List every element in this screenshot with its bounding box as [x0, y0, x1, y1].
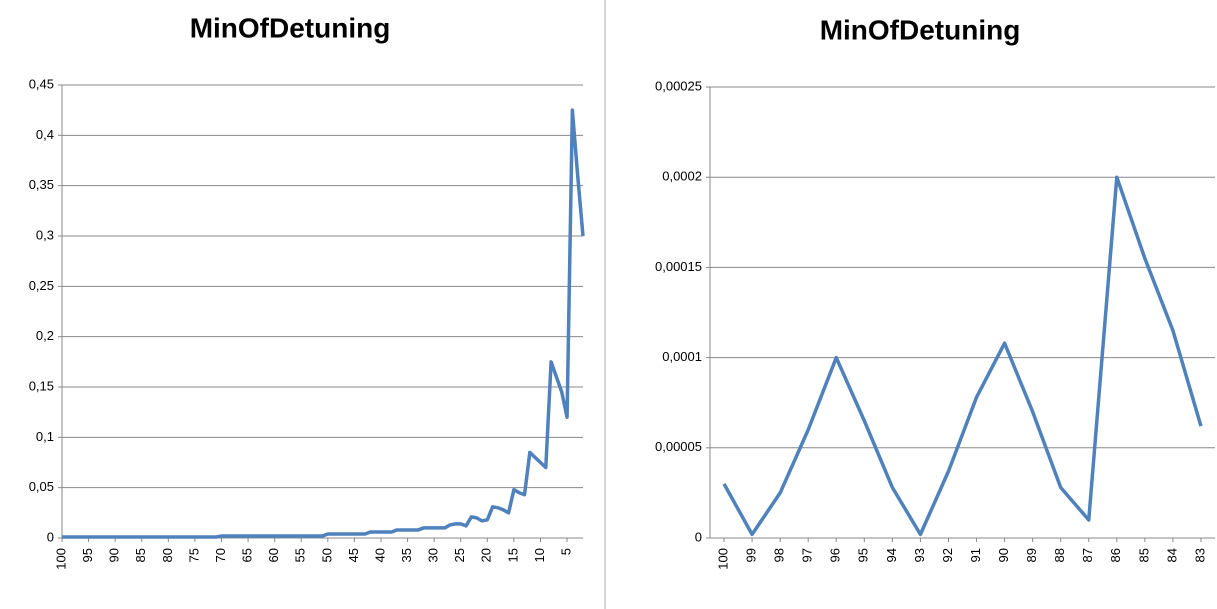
- x-tick-label: 85: [133, 548, 148, 562]
- x-tick-label: 45: [346, 548, 361, 562]
- y-tick-label: 0,05: [29, 479, 54, 494]
- x-tick-label: 94: [884, 548, 899, 562]
- x-tick-label: 95: [856, 548, 871, 562]
- x-tick-label: 40: [372, 548, 387, 562]
- y-tick-label: 0,1: [36, 429, 54, 444]
- x-tick-label: 25: [452, 548, 467, 562]
- x-tick-label: 90: [996, 548, 1011, 562]
- y-tick-label: 0,2: [36, 328, 54, 343]
- y-tick-label: 0: [695, 529, 702, 544]
- x-tick-label: 97: [800, 548, 815, 562]
- x-tick-label: 93: [912, 548, 927, 562]
- x-tick-label: 75: [186, 548, 201, 562]
- x-tick-label: 92: [940, 548, 955, 562]
- y-tick-label: 0,4: [36, 127, 54, 142]
- x-tick-label: 100: [715, 548, 730, 570]
- x-tick-label: 50: [319, 548, 334, 562]
- y-tick-label: 0: [47, 529, 54, 544]
- x-tick-label: 10: [532, 548, 547, 562]
- x-tick-label: 95: [80, 548, 95, 562]
- x-tick-label: 35: [399, 548, 414, 562]
- y-tick-label: 0,45: [29, 76, 54, 91]
- chart-title: MinOfDetuning: [820, 14, 1021, 45]
- x-tick-label: 86: [1108, 548, 1123, 562]
- x-tick-label: 98: [772, 548, 787, 562]
- data-line: [722, 175, 1203, 537]
- x-tick-label: 65: [240, 548, 255, 562]
- x-tick-label: 100: [53, 548, 68, 570]
- x-tick-label: 70: [213, 548, 228, 562]
- x-tick-label: 88: [1052, 548, 1067, 562]
- x-tick-label: 5: [558, 548, 573, 555]
- x-tick-label: 91: [968, 548, 983, 562]
- x-tick-label: 99: [744, 548, 759, 562]
- data-line: [62, 108, 585, 539]
- x-tick-label: 30: [426, 548, 441, 562]
- y-tick-label: 0,0001: [662, 349, 702, 364]
- x-tick-label: 89: [1024, 548, 1039, 562]
- x-tick-label: 96: [828, 548, 843, 562]
- y-tick-label: 0,15: [29, 378, 54, 393]
- x-tick-label: 90: [107, 548, 122, 562]
- x-tick-label: 20: [479, 548, 494, 562]
- x-tick-label: 15: [505, 548, 520, 562]
- x-tick-label: 87: [1080, 548, 1095, 562]
- chart-title: MinOfDetuning: [190, 12, 391, 43]
- x-tick-label: 85: [1136, 548, 1151, 562]
- y-tick-label: 0,3: [36, 227, 54, 242]
- y-tick-label: 0,35: [29, 177, 54, 192]
- x-tick-label: 80: [160, 548, 175, 562]
- x-tick-label: 60: [266, 548, 281, 562]
- y-tick-label: 0,00005: [655, 439, 702, 454]
- x-tick-label: 55: [293, 548, 308, 562]
- x-tick-label: 84: [1164, 548, 1179, 562]
- y-tick-label: 0,00025: [655, 78, 702, 93]
- y-tick-label: 0,25: [29, 278, 54, 293]
- x-tick-label: 83: [1192, 548, 1207, 562]
- y-tick-label: 0,00015: [655, 259, 702, 274]
- y-tick-label: 0,0002: [662, 169, 702, 184]
